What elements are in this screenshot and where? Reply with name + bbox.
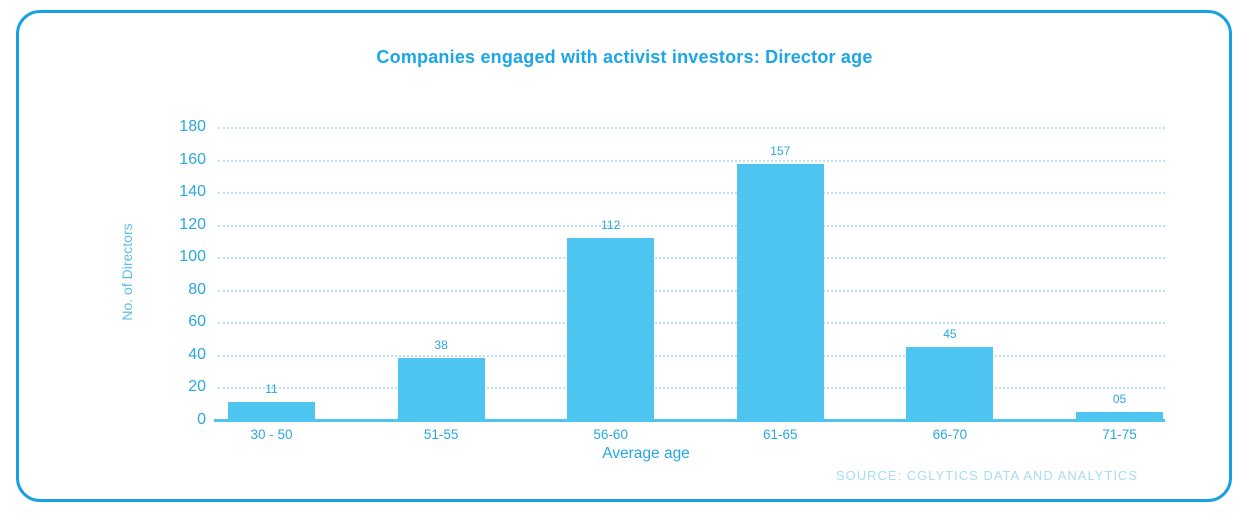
- gridline: [218, 224, 1165, 227]
- bar-51-55: [397, 358, 485, 420]
- bar-value-label: 05: [1112, 391, 1127, 406]
- y-axis-tick-labels: 180 160 140 120 100 80 60 40 20 0: [0, 118, 206, 428]
- y-tick-label: 140: [179, 183, 206, 201]
- gridline: [218, 387, 1165, 390]
- x-axis-tick-labels: 30 - 50 51-55 56-60 61-65 66-70 71-75: [218, 427, 1165, 445]
- gridline: [218, 322, 1165, 325]
- gridline: [218, 257, 1165, 260]
- y-tick-label: 40: [188, 345, 206, 363]
- gridline: [218, 354, 1165, 357]
- bar-value-label: 11: [265, 382, 278, 397]
- bar-71-75: [1076, 411, 1163, 420]
- x-tick-label: 71-75: [1102, 427, 1137, 442]
- chart-card-border: [16, 10, 1232, 502]
- gridline: [218, 159, 1165, 162]
- source-credit: SOURCE: CGLYTICS DATA AND ANALYTICS: [835, 468, 1138, 483]
- y-tick-label: 180: [179, 118, 206, 135]
- bar-56-60: [567, 237, 655, 420]
- gridline: [218, 127, 1165, 129]
- y-tick-label: 80: [188, 280, 206, 298]
- x-axis-line: [214, 419, 1165, 422]
- x-tick-label: 51-55: [423, 427, 459, 442]
- bar-value-label: 38: [434, 338, 448, 353]
- x-axis-title: Average age: [602, 445, 690, 462]
- bar-61-65: [736, 164, 824, 420]
- gridline: [218, 192, 1165, 195]
- bar-value-label: 112: [601, 217, 621, 232]
- y-tick-label: 0: [197, 411, 206, 428]
- y-tick-label: 60: [188, 313, 206, 331]
- x-tick-label: 66-70: [932, 427, 968, 442]
- x-tick-label: 56-60: [593, 427, 628, 442]
- bar-66-70: [906, 346, 994, 420]
- y-tick-label: 160: [179, 150, 206, 168]
- plot-area: 11 38 112 157 45 05: [214, 127, 1165, 422]
- y-tick-label: 20: [188, 378, 206, 396]
- bar-value-label: 157: [770, 144, 791, 159]
- gridline: [218, 289, 1165, 292]
- y-tick-label: 120: [179, 215, 206, 233]
- x-tick-label: 61-65: [763, 427, 798, 442]
- chart-title: Companies engaged with activist investor…: [376, 47, 873, 67]
- y-tick-label: 100: [179, 248, 206, 266]
- bar-30 - 50: [228, 402, 315, 420]
- x-tick-label: 30 - 50: [250, 427, 293, 442]
- bar-value-label: 45: [943, 326, 957, 341]
